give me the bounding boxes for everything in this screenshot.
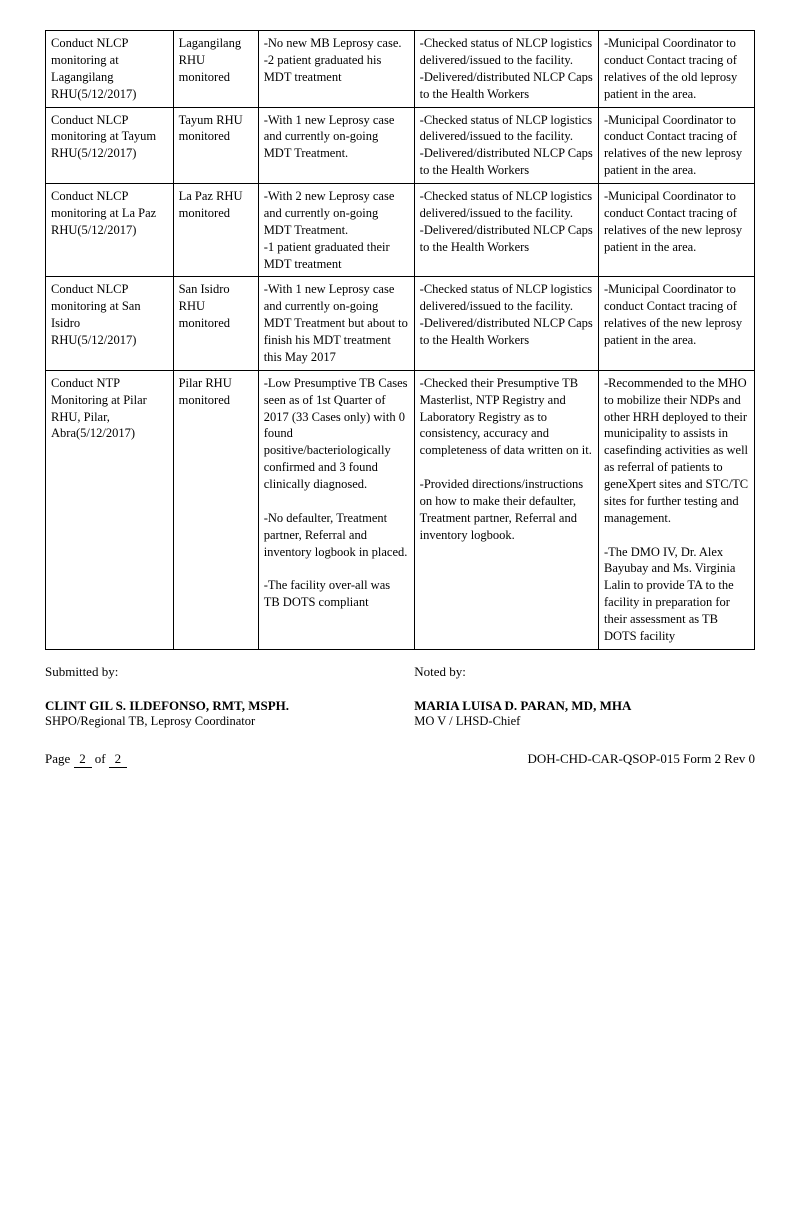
form-code: DOH-CHD-CAR-QSOP-015 Form 2 Rev 0 xyxy=(527,751,755,768)
cell-actions: -Checked status of NLCP logistics delive… xyxy=(414,277,598,370)
page-label: Page xyxy=(45,751,70,766)
cell-actions: -Checked their Presumptive TB Masterlist… xyxy=(414,370,598,649)
cell-findings: -With 1 new Leprosy case and currently o… xyxy=(258,277,414,370)
submitted-label: Submitted by: xyxy=(45,664,386,680)
page-number: Page 2 of 2 xyxy=(45,751,127,768)
cell-findings: -With 2 new Leprosy case and currently o… xyxy=(258,184,414,277)
signature-footer: Submitted by: CLINT GIL S. ILDEFONSO, RM… xyxy=(45,664,755,729)
table-row: Conduct NLCP monitoring at San Isidro RH… xyxy=(46,277,755,370)
noted-title: MO V / LHSD-Chief xyxy=(414,714,755,729)
cell-recommendations: -Recommended to the MHO to mobilize thei… xyxy=(598,370,754,649)
table-row: Conduct NLCP monitoring at Tayum RHU(5/1… xyxy=(46,107,755,184)
table-row: Conduct NLCP monitoring at Lagangilang R… xyxy=(46,31,755,108)
submitted-name: CLINT GIL S. ILDEFONSO, RMT, MSPH. xyxy=(45,698,386,714)
cell-actions: -Checked status of NLCP logistics delive… xyxy=(414,184,598,277)
submitted-title: SHPO/Regional TB, Leprosy Coordinator xyxy=(45,714,386,729)
cell-recommendations: -Municipal Coordinator to conduct Contac… xyxy=(598,277,754,370)
submitted-by-block: Submitted by: CLINT GIL S. ILDEFONSO, RM… xyxy=(45,664,386,729)
cell-actions: -Checked status of NLCP logistics delive… xyxy=(414,31,598,108)
cell-recommendations: -Municipal Coordinator to conduct Contac… xyxy=(598,184,754,277)
noted-by-block: Noted by: MARIA LUISA D. PARAN, MD, MHA … xyxy=(414,664,755,729)
cell-findings: -With 1 new Leprosy case and currently o… xyxy=(258,107,414,184)
cell-output: Pilar RHU monitored xyxy=(173,370,258,649)
noted-name: MARIA LUISA D. PARAN, MD, MHA xyxy=(414,698,755,714)
cell-activity: Conduct NLCP monitoring at Tayum RHU(5/1… xyxy=(46,107,174,184)
cell-output: La Paz RHU monitored xyxy=(173,184,258,277)
page-current: 2 xyxy=(74,751,92,768)
cell-recommendations: -Municipal Coordinator to conduct Contac… xyxy=(598,107,754,184)
cell-activity: Conduct NLCP monitoring at Lagangilang R… xyxy=(46,31,174,108)
cell-recommendations: -Municipal Coordinator to conduct Contac… xyxy=(598,31,754,108)
table-row: Conduct NLCP monitoring at La Paz RHU(5/… xyxy=(46,184,755,277)
cell-output: San Isidro RHU monitored xyxy=(173,277,258,370)
table-row: Conduct NTP Monitoring at Pilar RHU, Pil… xyxy=(46,370,755,649)
cell-activity: Conduct NLCP monitoring at San Isidro RH… xyxy=(46,277,174,370)
cell-activity: Conduct NLCP monitoring at La Paz RHU(5/… xyxy=(46,184,174,277)
cell-findings: -Low Presumptive TB Cases seen as of 1st… xyxy=(258,370,414,649)
cell-activity: Conduct NTP Monitoring at Pilar RHU, Pil… xyxy=(46,370,174,649)
noted-label: Noted by: xyxy=(414,664,755,680)
page-total: 2 xyxy=(109,751,127,768)
cell-findings: -No new MB Leprosy case. -2 patient grad… xyxy=(258,31,414,108)
cell-output: Lagangilang RHU monitored xyxy=(173,31,258,108)
cell-actions: -Checked status of NLCP logistics delive… xyxy=(414,107,598,184)
cell-output: Tayum RHU monitored xyxy=(173,107,258,184)
page-of: of xyxy=(95,751,106,766)
page-footer: Page 2 of 2 DOH-CHD-CAR-QSOP-015 Form 2 … xyxy=(45,751,755,768)
report-table: Conduct NLCP monitoring at Lagangilang R… xyxy=(45,30,755,650)
